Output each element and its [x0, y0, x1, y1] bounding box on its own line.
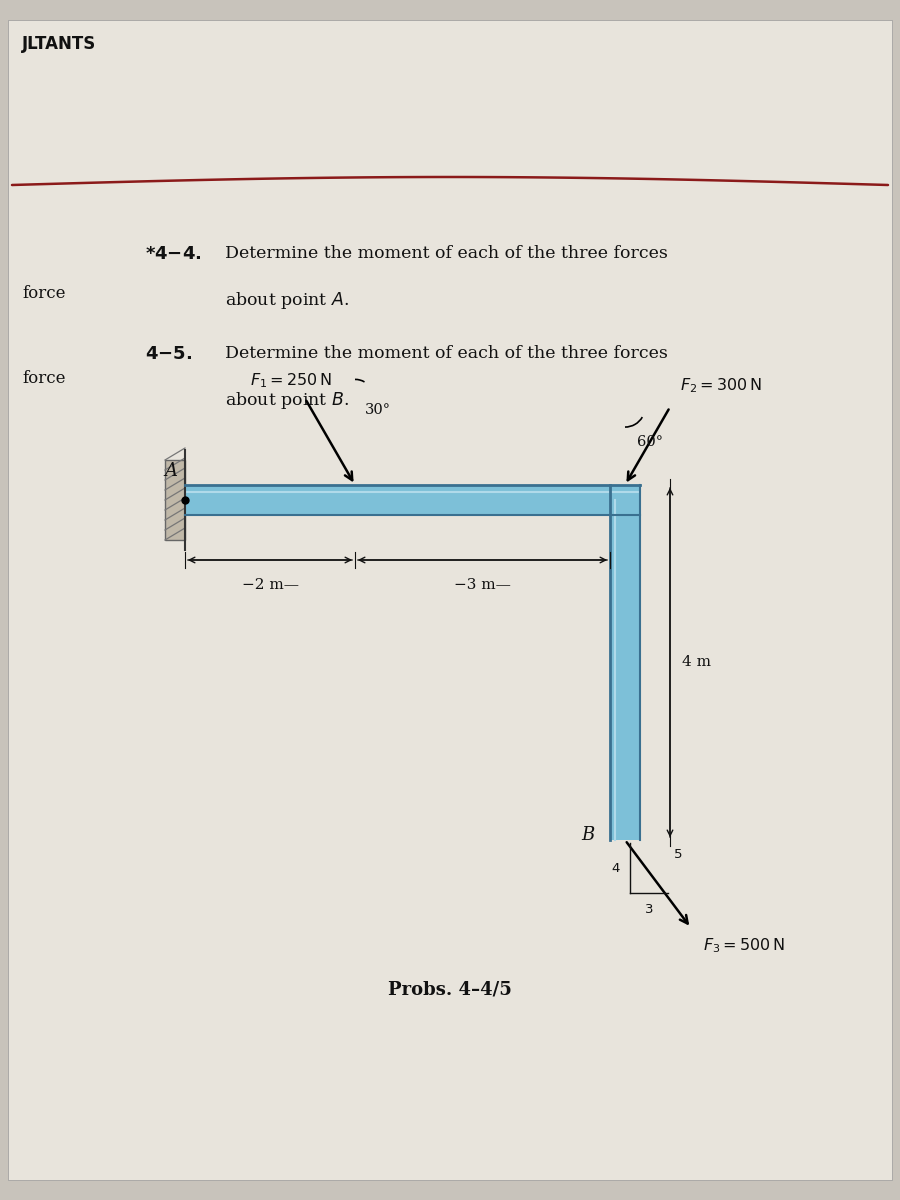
Text: A: A: [164, 462, 177, 480]
Text: force: force: [22, 370, 66, 386]
Text: about point $B$.: about point $B$.: [225, 390, 349, 410]
Text: force: force: [22, 284, 66, 302]
Text: $F_1 = 250\,\mathrm{N}$: $F_1 = 250\,\mathrm{N}$: [250, 372, 332, 390]
Text: Determine the moment of each of the three forces: Determine the moment of each of the thre…: [225, 344, 668, 362]
Text: $\mathbf{4{-}5.}$: $\mathbf{4{-}5.}$: [145, 344, 192, 362]
Text: about point $A$.: about point $A$.: [225, 290, 349, 311]
Text: 30°: 30°: [365, 403, 391, 418]
Text: 3: 3: [644, 902, 653, 916]
Text: 4: 4: [612, 862, 620, 875]
Text: −2 m—: −2 m—: [241, 578, 299, 592]
Text: Determine the moment of each of the three forces: Determine the moment of each of the thre…: [225, 245, 668, 262]
Text: $F_2 = 300\,\mathrm{N}$: $F_2 = 300\,\mathrm{N}$: [680, 377, 762, 395]
Bar: [165, 460, 185, 540]
Text: $F_3 = 500\,\mathrm{N}$: $F_3 = 500\,\mathrm{N}$: [703, 936, 785, 955]
Bar: [610, 485, 640, 840]
Text: Probs. 4–4/5: Probs. 4–4/5: [388, 982, 512, 998]
Text: −3 m—: −3 m—: [454, 578, 511, 592]
Text: 5: 5: [673, 848, 682, 860]
Text: 60°: 60°: [637, 436, 663, 449]
Text: B: B: [581, 826, 595, 844]
Bar: [185, 485, 640, 515]
Text: JLTANTS: JLTANTS: [22, 35, 96, 53]
Text: 4 m: 4 m: [682, 655, 711, 670]
Text: $\mathbf{*4{-}4.}$: $\mathbf{*4{-}4.}$: [145, 245, 202, 263]
